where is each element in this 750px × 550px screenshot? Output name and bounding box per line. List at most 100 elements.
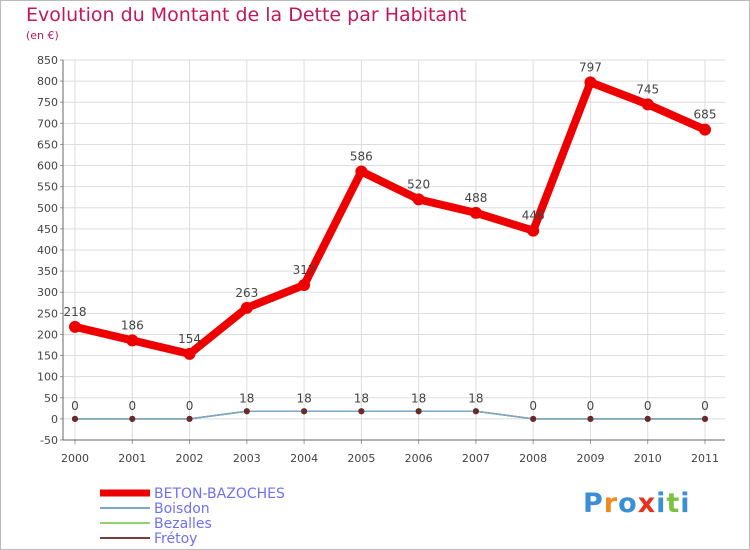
data-point	[699, 123, 711, 136]
data-label: 18	[354, 391, 369, 405]
grid	[63, 59, 725, 441]
logo-letter: i	[680, 488, 691, 519]
x-tick-label: 2003	[233, 452, 261, 465]
data-point	[527, 224, 540, 237]
data-point	[126, 334, 139, 347]
data-point	[587, 415, 594, 422]
data-point	[469, 206, 482, 219]
logo-letter: i	[656, 488, 667, 519]
data-point	[412, 193, 425, 206]
logo-letter: r	[603, 488, 619, 519]
data-point	[702, 415, 708, 422]
y-tick-label: 600	[37, 160, 58, 173]
x-tick-label: 2006	[405, 452, 433, 465]
data-label: 0	[71, 399, 79, 413]
y-tick-label: 100	[37, 371, 58, 384]
legend-entry: Bezalles	[154, 516, 212, 532]
y-tick-label: 250	[37, 307, 58, 320]
y-tick-label: -50	[40, 434, 58, 447]
data-point	[240, 301, 253, 314]
legend-entry: BETON-BAZOCHES	[154, 486, 285, 502]
y-tick-label: 200	[37, 328, 58, 341]
data-label: 488	[464, 191, 487, 205]
data-point	[183, 347, 196, 360]
x-tick-label: 2009	[576, 452, 604, 465]
x-tick-label: 2007	[462, 452, 490, 465]
logo-letter: P	[583, 488, 604, 519]
proxiti-logo: Proxiti	[583, 488, 691, 519]
logo-letter: x	[637, 488, 657, 519]
legend-entry: Frétoy	[154, 531, 197, 547]
y-tick-label: 50	[44, 392, 58, 405]
y-tick-label: 150	[37, 350, 58, 363]
data-label: 18	[239, 391, 254, 405]
data-label: 446	[522, 209, 545, 223]
data-label: 520	[407, 177, 430, 191]
data-label: 0	[128, 399, 136, 413]
data-point	[129, 415, 136, 422]
y-tick-label: 450	[37, 223, 58, 236]
x-tick-label: 2011	[691, 452, 719, 465]
data-point	[641, 98, 654, 111]
data-label: 18	[296, 391, 311, 405]
data-label: 685	[694, 108, 717, 122]
series-line-beton-bazoches	[74, 78, 707, 358]
series-line-boisdon	[75, 410, 705, 420]
data-point	[415, 408, 422, 415]
y-tick-label: 350	[37, 265, 58, 278]
axes	[60, 59, 725, 444]
data-label: 317	[293, 263, 316, 277]
data-label: 0	[587, 399, 595, 413]
data-labels: 218 186 154 263 317 586 520 488 446 797 745 685 0 0 0 1…	[64, 60, 717, 413]
y-tick-label: 700	[37, 117, 58, 130]
logo-letter: t	[666, 488, 681, 519]
x-tick-label: 2010	[634, 452, 662, 465]
y-tick-label: 0	[51, 413, 58, 426]
y-tick-label: 800	[37, 75, 58, 88]
data-point	[355, 165, 368, 178]
data-label: 0	[529, 399, 537, 413]
data-label: 218	[64, 305, 87, 319]
x-tick-label: 2000	[61, 452, 89, 465]
x-tick-label: 2008	[519, 452, 547, 465]
data-point	[644, 415, 651, 422]
data-label: 186	[121, 318, 144, 332]
y-tick-label: 300	[37, 286, 58, 299]
y-tick-label: 550	[37, 181, 58, 194]
y-tick-label: 750	[37, 96, 58, 109]
series-lines	[69, 76, 711, 422]
data-point	[358, 408, 365, 415]
y-axis-ticks: -50 0 50 100 150 200 250 300 350 400 450 500 550 600 6…	[37, 54, 58, 447]
data-label: 263	[235, 286, 258, 300]
data-point	[584, 76, 597, 89]
data-label: 797	[579, 60, 602, 74]
data-point	[301, 408, 308, 415]
data-point	[530, 415, 537, 422]
y-tick-label: 650	[37, 138, 58, 151]
logo-letter: o	[618, 488, 638, 519]
data-point	[243, 408, 250, 415]
data-label: 154	[178, 332, 201, 346]
data-point	[72, 415, 78, 422]
data-label: 18	[468, 391, 483, 405]
y-tick-label: 850	[37, 54, 58, 67]
x-tick-label: 2004	[290, 452, 318, 465]
data-point	[186, 415, 193, 422]
y-tick-label: 400	[37, 244, 58, 257]
data-point	[298, 279, 311, 292]
chart-subtitle: (en €)	[26, 29, 59, 42]
legend-entry: Boisdon	[154, 501, 210, 517]
chart-title: Evolution du Montant de la Dette par Hab…	[26, 4, 467, 26]
data-label: 0	[644, 399, 652, 413]
x-tick-label: 2002	[176, 452, 204, 465]
y-tick-label: 500	[37, 202, 58, 215]
data-label: 745	[636, 82, 659, 96]
x-axis-ticks: 2000 2001 2002 2003 2004 2005 2006 2007 2008 2009…	[61, 452, 719, 465]
x-tick-label: 2005	[347, 452, 375, 465]
data-label: 586	[350, 149, 373, 163]
data-label: 0	[701, 399, 709, 413]
data-point	[69, 320, 81, 333]
data-label: 18	[411, 391, 426, 405]
